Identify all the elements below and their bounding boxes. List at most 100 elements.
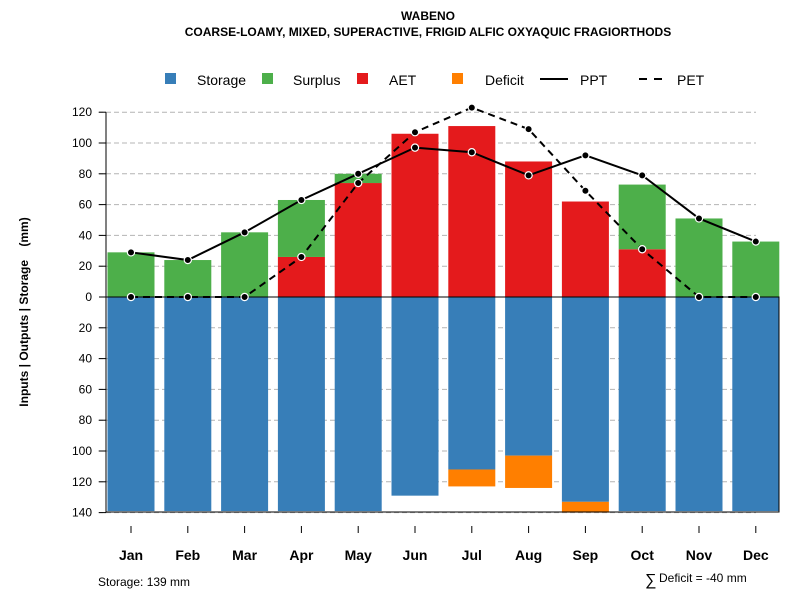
storage-bar xyxy=(164,297,212,512)
deficit-bar xyxy=(448,469,496,487)
legend-storage-label: Storage xyxy=(197,72,246,88)
deficit-bar xyxy=(561,501,609,513)
storage-bar xyxy=(391,297,439,496)
aet-bar xyxy=(505,161,553,297)
pet-point xyxy=(297,252,306,262)
storage-bar xyxy=(448,297,496,470)
pet-point xyxy=(581,186,590,195)
x-tick-label: Feb xyxy=(175,547,200,563)
ppt-line xyxy=(130,146,757,262)
y-tick-label: 80 xyxy=(79,167,93,181)
storage-bar xyxy=(675,297,723,512)
pet-point xyxy=(694,292,704,302)
ppt-point xyxy=(410,143,420,152)
storage-bar xyxy=(505,297,553,456)
aet-bar xyxy=(334,183,382,297)
pet-point xyxy=(524,124,533,134)
x-tick-label: Mar xyxy=(232,547,257,563)
aet-bar xyxy=(391,133,439,297)
y-tick-label: 20 xyxy=(79,259,93,273)
y-tick-label: 0 xyxy=(85,290,92,304)
bars xyxy=(107,126,780,513)
ppt-point xyxy=(524,171,533,180)
x-tick-label: Jan xyxy=(119,547,143,563)
x-tick-label: Nov xyxy=(686,547,713,563)
x-axis: Jan Feb Mar Apr May Jun Jul Aug Sep Oct Nov Dec xyxy=(119,526,769,563)
aet-bar xyxy=(618,249,666,297)
y-tick-label: 40 xyxy=(79,228,93,242)
pet-point xyxy=(354,178,363,188)
aet-bar xyxy=(277,256,325,297)
x-tick-label: Aug xyxy=(515,547,542,563)
x-tick-label: Oct xyxy=(631,547,655,563)
surplus-bar xyxy=(164,260,212,297)
legend-storage-swatch xyxy=(165,73,176,84)
deficit-note: Deficit = -40 mm xyxy=(659,571,747,585)
storage-bar xyxy=(107,297,155,512)
ppt-point xyxy=(240,228,249,237)
legend-surplus-swatch xyxy=(262,73,273,84)
y-tick-label: 80 xyxy=(79,413,93,427)
deficit-bar xyxy=(505,455,553,488)
legend-ppt-label: PPT xyxy=(580,72,608,88)
ppt-point xyxy=(126,248,136,257)
storage-bar xyxy=(277,297,325,512)
y-tick-label: 120 xyxy=(72,475,92,489)
surplus-bar xyxy=(732,241,780,297)
legend-aet-label: AET xyxy=(389,72,417,88)
storage-bar xyxy=(334,297,382,512)
pet-point xyxy=(638,245,647,254)
ppt-point xyxy=(751,237,761,246)
ppt-point xyxy=(638,171,647,180)
pet-point xyxy=(183,292,192,302)
legend-surplus-label: Surplus xyxy=(293,72,340,88)
y-tick-label: 140 xyxy=(72,506,92,520)
x-tick-label: Jul xyxy=(462,547,482,563)
storage-bar xyxy=(732,297,780,512)
y-tick-label: 40 xyxy=(79,352,93,366)
storage-bar xyxy=(221,297,269,512)
x-tick-label: Apr xyxy=(289,547,314,563)
ppt-point xyxy=(467,148,476,157)
pet-point xyxy=(467,103,476,112)
y-axis: 120 100 80 60 40 20 0 20 40 60 80 100 120 140 xyxy=(72,105,107,520)
storage-note: Storage: 139 mm xyxy=(98,575,190,589)
y-tick-label: 100 xyxy=(72,136,92,150)
ppt-point xyxy=(183,255,192,265)
surplus-bar xyxy=(107,252,155,297)
pet-point xyxy=(410,128,420,137)
surplus-bar xyxy=(334,173,382,184)
pet-line xyxy=(131,106,756,298)
y-tick-label: 120 xyxy=(72,105,92,119)
y-tick-label: 60 xyxy=(79,198,93,212)
ppt-point xyxy=(581,151,590,160)
surplus-bar xyxy=(618,184,666,250)
x-tick-label: Dec xyxy=(743,547,769,563)
surplus-bar xyxy=(675,218,723,297)
x-tick-label: Jun xyxy=(403,547,428,563)
x-tick-label: May xyxy=(345,547,372,563)
pet-point xyxy=(126,292,136,302)
y-tick-label: 60 xyxy=(79,382,93,396)
x-tick-label: Sep xyxy=(573,547,599,563)
ppt-point xyxy=(694,214,704,223)
aet-bar xyxy=(561,201,609,297)
legend-deficit-label: Deficit xyxy=(485,72,524,88)
ppt-point xyxy=(354,169,363,178)
pet-point xyxy=(751,292,761,302)
chart-title: WABENO xyxy=(401,9,455,23)
sigma-icon: ∑ xyxy=(645,572,656,589)
ppt-point xyxy=(297,195,306,205)
lines xyxy=(126,103,761,302)
chart-subtitle: COARSE-LOAMY, MIXED, SUPERACTIVE, FRIGID… xyxy=(185,25,671,39)
legend-pet-label: PET xyxy=(677,72,705,88)
storage-bar xyxy=(618,297,666,512)
storage-bar xyxy=(561,297,609,502)
surplus-bar xyxy=(221,232,269,297)
y-axis-title: Inputs | Outputs | Storage (mm) xyxy=(17,217,31,406)
legend-aet-swatch xyxy=(357,73,368,84)
y-tick-label: 20 xyxy=(79,321,93,335)
pet-point xyxy=(240,292,249,302)
legend: Storage Surplus AET Deficit PPT PET xyxy=(165,72,705,88)
